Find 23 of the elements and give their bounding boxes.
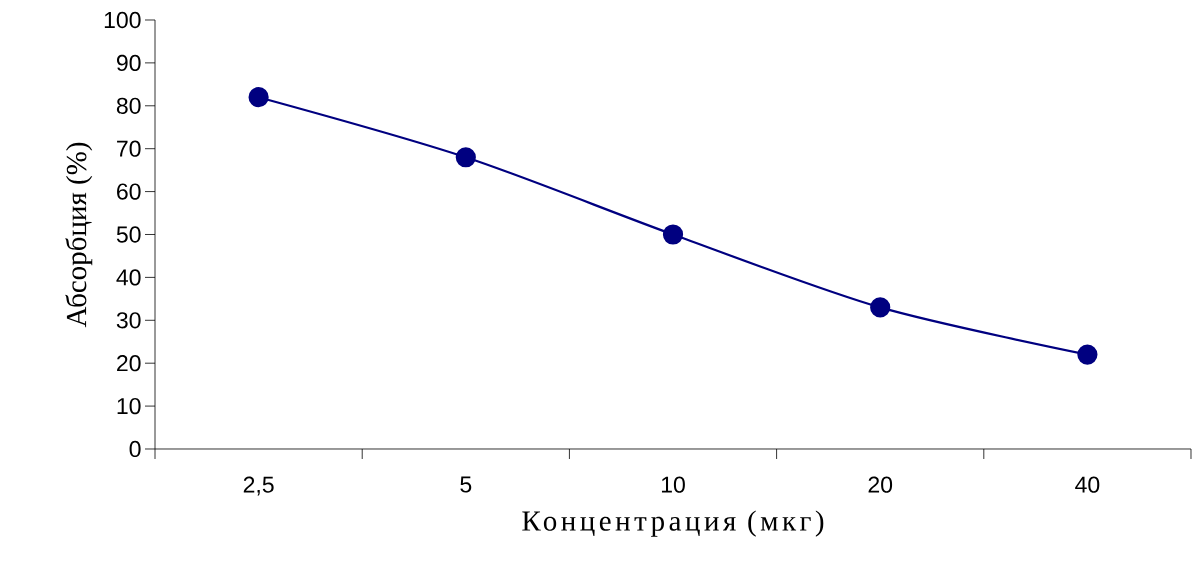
x-tick-label: 20 xyxy=(868,476,893,493)
y-tick-label: 50 xyxy=(116,226,141,243)
point xyxy=(455,147,476,168)
x-axis-title: Концентрация (мкг) xyxy=(522,510,824,537)
point xyxy=(1077,344,1098,365)
y-tick-label: 70 xyxy=(117,140,141,157)
y-axis-title: Абсорбция (%) xyxy=(65,142,93,328)
x-tick-label: 40 xyxy=(1075,476,1100,493)
y-tick-label: 60 xyxy=(117,183,141,200)
y-tick-label: 100 xyxy=(104,11,141,29)
x-tick-label: 2,5 xyxy=(243,476,274,496)
point xyxy=(662,224,684,245)
y-tick-label: 20 xyxy=(117,355,141,372)
y-tick-label: 0 xyxy=(129,440,141,458)
y-tick-label: 10 xyxy=(117,397,141,415)
point xyxy=(870,297,891,318)
y-tick-label: 30 xyxy=(116,312,141,329)
x-tick-label: 5 xyxy=(460,476,472,493)
x-tick-label: 10 xyxy=(661,476,685,493)
y-tick-label: 80 xyxy=(116,97,141,114)
point xyxy=(248,87,269,108)
y-tick-label: 90 xyxy=(116,54,141,72)
y-tick-label: 40 xyxy=(116,269,141,286)
